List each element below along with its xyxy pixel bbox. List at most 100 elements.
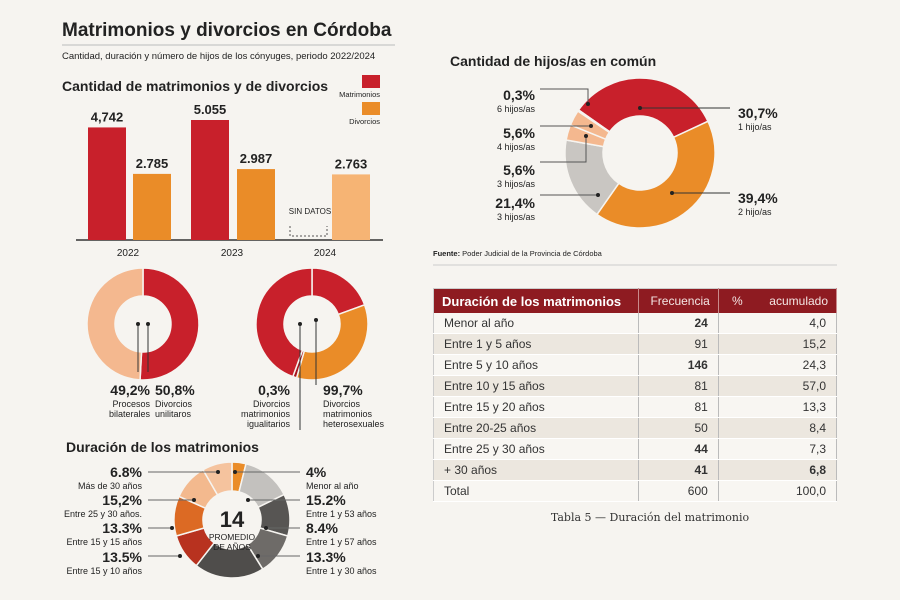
leader-dot xyxy=(246,498,250,502)
page-title: Matrimonios y divorcios en Córdoba xyxy=(62,20,392,41)
label-line: Divorcios xyxy=(323,399,361,409)
legend-swatch-matrimonios xyxy=(362,75,380,88)
duration-right-label: Entre 1 y 57 años xyxy=(306,537,377,547)
children-left-label: 4 hijos/as xyxy=(497,142,536,152)
duration-left-label: Entre 15 y 10 años xyxy=(66,566,142,576)
table-cell: 146 xyxy=(638,354,719,376)
leader-line xyxy=(540,136,587,163)
duration-chart-title: Duración de los matrimonios xyxy=(66,439,259,455)
label-line: matrimonios xyxy=(323,409,373,419)
table-cell: 7,3 xyxy=(718,438,838,460)
label-line: Divorcios xyxy=(253,399,291,409)
duration-right-value: 4% xyxy=(306,464,327,480)
leader-dot xyxy=(178,554,182,558)
leader-dot xyxy=(298,322,302,326)
table-cell: Entre 15 y 20 años xyxy=(433,396,640,418)
label-line: Divorcios xyxy=(155,399,193,409)
duration-left-value: 15,2% xyxy=(102,492,142,508)
bar-value-label: 5.055 xyxy=(194,102,227,117)
average-years-label: DE AÑOS xyxy=(213,542,251,552)
table-cell: 81 xyxy=(638,375,719,397)
table-cell: Entre 10 y 15 años xyxy=(433,375,640,397)
table-cell: 8,4 xyxy=(718,417,838,439)
table-cell: 100,0 xyxy=(718,480,838,502)
no-data-label: SIN DATOS xyxy=(289,207,331,216)
label-line: Procesos xyxy=(112,399,150,409)
children-donut-slice xyxy=(576,108,611,134)
leader-dot xyxy=(216,470,220,474)
children-left-label: 3 hijos/as xyxy=(497,212,536,222)
bilaterales-label: Procesos bilaterales xyxy=(109,399,151,419)
children-left-label: 3 hijos/as xyxy=(497,179,536,189)
label-line: unilitaros xyxy=(155,409,192,419)
bar-value-label: 2.763 xyxy=(335,156,368,171)
table-cell: 13,3 xyxy=(718,396,838,418)
table-cell: 6,8 xyxy=(718,459,838,481)
leader-dot xyxy=(256,554,260,558)
heterosexuales-value: 99,7% xyxy=(323,382,363,398)
column-header: Frecuencia xyxy=(638,288,719,313)
leader-dot xyxy=(670,191,674,195)
marriage-type-donut-slice xyxy=(295,303,369,381)
table-cell: 24,3 xyxy=(718,354,838,376)
table-cell: 81 xyxy=(638,396,719,418)
table-cell: Entre 25 y 30 años xyxy=(433,438,640,460)
children-left-value: 5,6% xyxy=(503,162,535,178)
duration-right-value: 13.3% xyxy=(306,549,346,565)
column-header: Duración de los matrimonios xyxy=(433,288,640,313)
column-header: % acumulado xyxy=(718,288,838,313)
leader-dot xyxy=(584,134,588,138)
table-cell: 57,0 xyxy=(718,375,838,397)
page-subtitle: Cantidad, duración y número de hijos de … xyxy=(62,51,375,62)
leader-dot xyxy=(596,193,600,197)
source-note: Fuente: Poder Judicial de la Provincia d… xyxy=(433,249,603,258)
children-left-value: 5,6% xyxy=(503,125,535,141)
table-cell: Entre 5 y 10 años xyxy=(433,354,640,376)
children-right-label: 2 hijo/as xyxy=(738,207,772,217)
table-row: Menor al año 24 4,0 xyxy=(433,313,838,334)
igualitarios-value: 0,3% xyxy=(258,382,290,398)
duration-right-label: Entre 1 y 53 años xyxy=(306,509,377,519)
table-cell: 600 xyxy=(638,480,719,502)
table-row: Entre 10 y 15 años 81 57,0 xyxy=(433,375,838,397)
leader-dot xyxy=(170,526,174,530)
bar-divorcios-2022 xyxy=(133,173,171,240)
unilaterales-value: 50,8% xyxy=(155,382,195,398)
average-years-value: 14 xyxy=(220,507,245,532)
bar-value-label: 2.987 xyxy=(240,151,273,166)
bar-divorcios-2024 xyxy=(332,174,370,240)
duration-left-value: 13.5% xyxy=(102,549,142,565)
children-left-value: 0,3% xyxy=(503,87,535,103)
children-right-value: 39,4% xyxy=(738,190,778,206)
children-chart-title: Cantidad de hijos/as en común xyxy=(450,53,656,69)
leader-dot xyxy=(192,498,196,502)
duration-right-value: 8.4% xyxy=(306,520,338,536)
leader-dot xyxy=(136,322,140,326)
unilaterales-label: Divorcios unilitaros xyxy=(155,399,193,419)
table-cell: Entre 20-25 años xyxy=(433,417,640,439)
table-cell: Menor al año xyxy=(433,313,640,334)
leader-dot xyxy=(638,106,642,110)
no-data-placeholder xyxy=(289,226,328,237)
table-cell: 44 xyxy=(638,438,719,460)
legend-label-matrimonios: Matrimonios xyxy=(339,90,380,99)
duration-left-value: 6.8% xyxy=(110,464,142,480)
average-years-label: PROMEDIO xyxy=(209,532,256,542)
label-line: igualitarios xyxy=(247,419,291,429)
table-row: Entre 15 y 20 años 81 13,3 xyxy=(433,396,838,418)
table-cell: 24 xyxy=(638,313,719,334)
table-cell: Total xyxy=(433,480,640,502)
leader-dot xyxy=(589,124,593,128)
leader-dot xyxy=(314,318,318,322)
table-caption: Tabla 5 — Duración del matrimonio xyxy=(550,511,750,524)
bar-value-label: 2.785 xyxy=(136,156,169,171)
duration-left-label: Entre 15 y 15 años xyxy=(66,537,142,547)
table-row: Entre 25 y 30 años 44 7,3 xyxy=(433,438,838,460)
bar-value-label: 4,742 xyxy=(91,109,124,124)
leader-dot xyxy=(586,102,590,106)
divorce-type-donut-slice xyxy=(139,267,200,381)
x-tick-label: 2023 xyxy=(221,248,244,259)
table-cell: + 30 años xyxy=(433,459,640,481)
x-tick-label: 2022 xyxy=(117,248,140,259)
